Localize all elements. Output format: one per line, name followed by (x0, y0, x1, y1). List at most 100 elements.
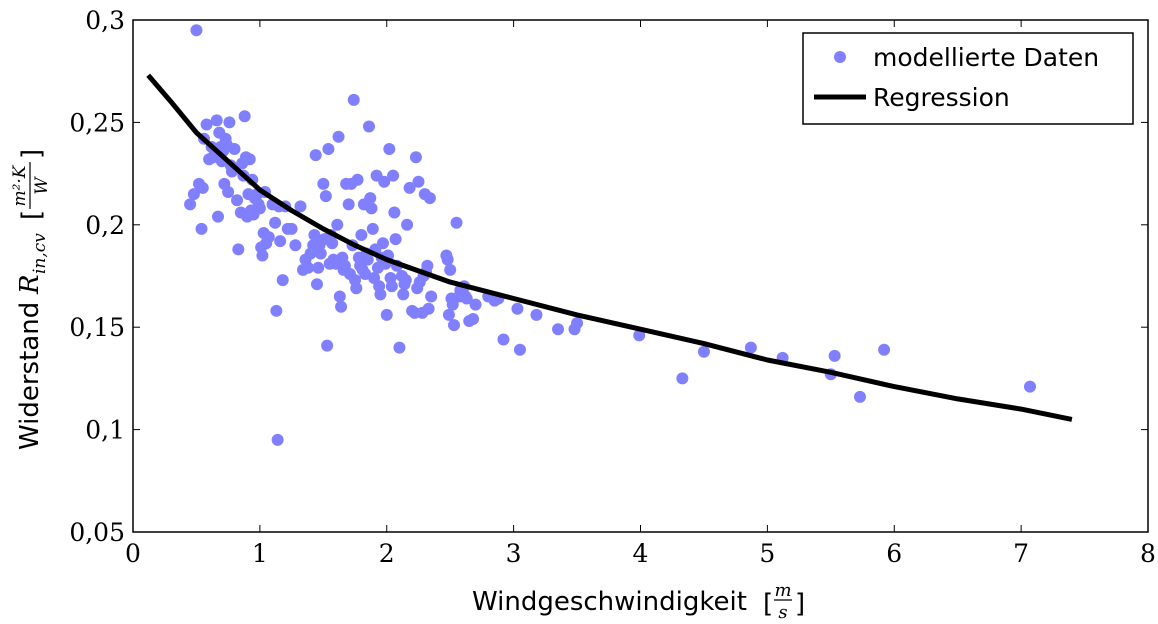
data-point (633, 329, 646, 342)
data-point (422, 302, 435, 315)
y-axis-label: Widerstand R in,cv [ m²·K W ] (10, 149, 52, 450)
data-point (446, 298, 459, 311)
data-point (314, 247, 327, 260)
y-axis-unit-numerator: m²·K (10, 164, 30, 206)
data-point (309, 149, 322, 162)
data-point (317, 177, 330, 190)
data-point (441, 253, 454, 266)
data-point (269, 216, 282, 229)
data-point (302, 261, 315, 274)
data-point (362, 120, 375, 133)
x-tick-label: 3 (506, 539, 522, 568)
data-point (331, 218, 344, 231)
data-point (393, 341, 406, 354)
data-point (374, 288, 387, 301)
data-point (744, 341, 757, 354)
data-point (450, 216, 463, 229)
regression-line (146, 73, 1073, 422)
legend-label-modellierte-daten: modellierte Daten (873, 43, 1099, 72)
y-axis-symbol-subscript: in,cv (30, 233, 50, 274)
data-point (421, 259, 434, 272)
x-axis-unit-numerator: m (774, 580, 791, 601)
x-tick-label: 5 (759, 539, 775, 568)
data-point (383, 143, 396, 156)
y-tick-label: 0,05 (69, 518, 125, 547)
data-point (232, 243, 245, 256)
data-point (210, 114, 223, 127)
x-tick-label: 6 (886, 539, 902, 568)
data-point (399, 274, 412, 287)
data-point (321, 339, 334, 352)
data-point (676, 372, 689, 385)
data-point (274, 235, 287, 248)
x-tick-label: 8 (1140, 539, 1156, 568)
y-axis-unit-denominator: W (32, 176, 52, 195)
data-point (222, 186, 235, 199)
data-point (326, 237, 339, 250)
data-point (376, 237, 389, 250)
x-tick-label: 7 (1013, 539, 1029, 568)
data-point (271, 433, 284, 446)
data-point (511, 302, 524, 315)
data-point (442, 308, 455, 321)
data-point (212, 210, 225, 223)
data-point (530, 308, 543, 321)
data-point (697, 345, 710, 358)
data-point (342, 198, 355, 211)
y-axis-unit-bracket-left: [ (17, 210, 47, 220)
data-point (366, 222, 379, 235)
legend-scatter-marker (834, 51, 846, 63)
data-point (190, 24, 203, 37)
x-tick-label: 0 (125, 539, 141, 568)
data-point (364, 192, 377, 205)
y-tick-label: 0,15 (69, 313, 125, 342)
legend: modellierte Daten Regression (802, 32, 1134, 125)
data-point (294, 200, 307, 213)
data-point (238, 110, 251, 123)
data-point (223, 116, 236, 129)
data-point (196, 181, 209, 194)
data-point (350, 282, 363, 295)
data-point (276, 274, 289, 287)
data-point (270, 304, 283, 317)
data-point (425, 290, 438, 303)
data-point (289, 239, 302, 252)
data-point (200, 118, 213, 131)
data-point (195, 222, 208, 235)
y-axis-unit-bracket-right: ] (17, 149, 47, 159)
y-tick-label: 0,2 (85, 211, 125, 240)
plot-content (146, 24, 1073, 446)
data-point (552, 323, 565, 336)
data-point (571, 317, 584, 330)
data-point (253, 202, 266, 215)
data-point (397, 288, 410, 301)
y-tick-label: 0,1 (85, 416, 125, 445)
x-axis-unit-bracket-left: [ (763, 589, 773, 619)
data-point (385, 280, 398, 293)
x-tick-label: 2 (379, 539, 395, 568)
data-point (310, 278, 323, 291)
data-point (228, 143, 241, 156)
data-point (262, 231, 275, 244)
data-point (333, 290, 346, 303)
data-point (460, 292, 473, 305)
data-point (497, 333, 510, 346)
data-point (231, 194, 244, 207)
data-point (184, 198, 197, 211)
data-point (1024, 380, 1037, 393)
x-tick-label: 4 (633, 539, 649, 568)
y-axis-symbol: R (15, 274, 45, 295)
data-point (319, 190, 332, 203)
data-point (387, 169, 400, 182)
data-point (403, 181, 416, 194)
x-axis-unit-bracket-right: ] (795, 589, 805, 619)
data-point (351, 173, 364, 186)
data-point (444, 263, 457, 276)
data-point (355, 229, 368, 242)
x-axis-label: Windgeschwindigkeit [ m s ] (472, 580, 805, 623)
data-point (312, 261, 325, 274)
data-point (469, 298, 482, 311)
x-axis-unit-denominator: s (778, 602, 787, 623)
data-point (361, 253, 374, 266)
